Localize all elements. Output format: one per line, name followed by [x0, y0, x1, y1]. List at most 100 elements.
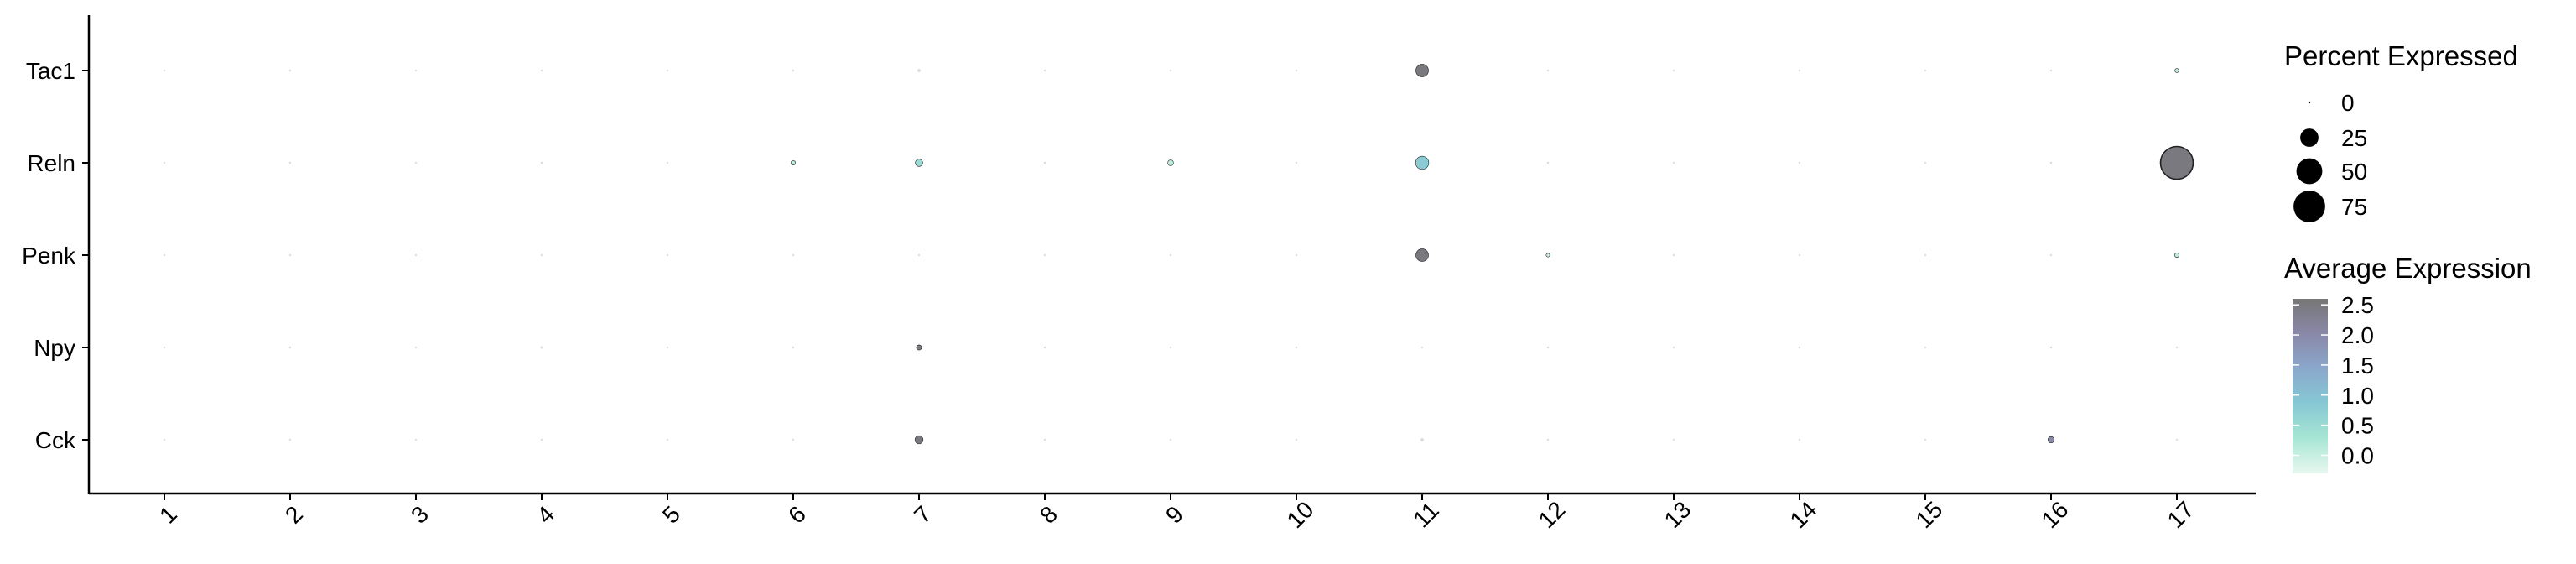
color-legend-bar — [2293, 299, 2328, 473]
y-tick-label: Penk — [22, 243, 76, 269]
size-legend-label: 75 — [2341, 194, 2367, 220]
dot-Tac1-9 — [1169, 69, 1172, 72]
dot-Cck-14 — [1798, 438, 1801, 441]
y-axis: Tac1 Reln Penk Npy Cck — [22, 15, 91, 494]
dot-Penk-10 — [1295, 253, 1298, 257]
dot-Cck-4 — [540, 438, 543, 441]
dot-Npy-7 — [916, 344, 922, 351]
dot-Penk-15 — [1924, 253, 1927, 257]
dot-Penk-16 — [2049, 253, 2053, 257]
dot-Reln-8 — [1043, 161, 1046, 164]
size-legend-dot — [2296, 158, 2323, 185]
x-tick-label: 10 — [1282, 496, 1319, 533]
x-tick-label: 2 — [280, 501, 308, 529]
y-tick-label: Npy — [34, 335, 75, 361]
size-legend-label: 0 — [2341, 90, 2355, 116]
dot-Reln-7 — [915, 159, 923, 167]
dot-Reln-12 — [1546, 161, 1550, 164]
color-legend-label: 2.0 — [2341, 322, 2374, 348]
dot-Penk-3 — [414, 253, 418, 257]
dot-Tac1-1 — [163, 69, 166, 72]
dot-Reln-16 — [2049, 161, 2053, 164]
x-tick-label: 5 — [657, 501, 685, 529]
plot-area — [163, 64, 2194, 445]
dot-Penk-4 — [540, 253, 543, 257]
x-tick-label: 12 — [1534, 496, 1571, 533]
dot-Tac1-14 — [1798, 69, 1801, 72]
dot-Cck-7 — [914, 435, 924, 445]
color-legend-label: 0.5 — [2341, 413, 2374, 439]
dot-Cck-16 — [2047, 436, 2055, 444]
dot-Cck-10 — [1295, 438, 1298, 441]
dot-Penk-1 — [163, 253, 166, 257]
dot-Cck-17 — [2175, 438, 2179, 441]
dot-Penk-17 — [2174, 253, 2179, 258]
percent-expressed-title: Percent Expressed — [2284, 40, 2518, 71]
dot-Penk-11 — [1415, 248, 1429, 262]
y-tick-label: Cck — [35, 427, 76, 453]
color-legend-label: 2.5 — [2341, 292, 2374, 318]
dot-Cck-13 — [1672, 438, 1675, 441]
average-expression-legend: Average Expression 2.5 2.0 1.5 1.0 0.5 0.0 — [2284, 253, 2532, 473]
y-tick-label: Reln — [27, 150, 75, 176]
dot-Tac1-2 — [288, 69, 292, 72]
dot-Tac1-8 — [1043, 69, 1046, 72]
dot-Penk-6 — [792, 253, 795, 257]
dot-Reln-10 — [1295, 161, 1298, 164]
dot-Tac1-4 — [540, 69, 543, 72]
size-legend-dot — [2293, 191, 2325, 222]
x-tick-label: 15 — [1911, 496, 1948, 533]
color-legend-label: 1.0 — [2341, 383, 2374, 409]
x-tick-label: 9 — [1161, 501, 1188, 529]
size-legend-dot — [2300, 128, 2319, 147]
dot-Npy-17 — [2175, 346, 2179, 349]
dot-Reln-11 — [1415, 155, 1430, 170]
dot-Tac1-12 — [1546, 69, 1550, 72]
dot-Npy-2 — [288, 346, 292, 349]
dot-Npy-1 — [163, 346, 166, 349]
dot-Reln-1 — [163, 161, 166, 164]
dot-Npy-16 — [2049, 346, 2053, 349]
size-legend-label: 50 — [2341, 159, 2367, 185]
dot-Cck-2 — [288, 438, 292, 441]
dot-Reln-6 — [791, 160, 796, 165]
x-tick-label: 6 — [783, 501, 811, 529]
color-legend-label: 1.5 — [2341, 352, 2374, 379]
size-legend-dot — [2308, 101, 2311, 104]
percent-expressed-legend: Percent Expressed 0 25 50 75 — [2284, 40, 2518, 222]
dot-Cck-8 — [1043, 438, 1046, 441]
dot-Npy-15 — [1924, 346, 1927, 349]
color-legend-label: 0.0 — [2341, 442, 2374, 468]
x-tick-label: 4 — [532, 501, 559, 529]
dot-Cck-9 — [1169, 438, 1172, 441]
dot-Penk-8 — [1043, 253, 1046, 257]
dot-Npy-11 — [1420, 346, 1424, 349]
dot-Npy-13 — [1672, 346, 1675, 349]
x-tick-label: 14 — [1785, 496, 1822, 533]
dot-Reln-2 — [288, 161, 292, 164]
dot-Cck-6 — [792, 438, 795, 441]
dot-Cck-1 — [163, 438, 166, 441]
dot-Npy-3 — [414, 346, 418, 349]
dot-Penk-13 — [1672, 253, 1675, 257]
x-tick-label: 1 — [154, 501, 182, 529]
dot-Tac1-3 — [414, 69, 418, 72]
dot-Reln-4 — [540, 161, 543, 164]
dot-Tac1-6 — [792, 69, 795, 72]
dot-Penk-2 — [288, 253, 292, 257]
dot-Reln-14 — [1798, 161, 1801, 164]
dot-Tac1-13 — [1672, 69, 1675, 72]
x-tick-label: 3 — [406, 501, 434, 529]
x-tick-label: 17 — [2163, 496, 2199, 533]
dot-Npy-10 — [1295, 346, 1298, 349]
dot-Npy-6 — [792, 346, 795, 349]
size-legend-label: 25 — [2341, 125, 2367, 151]
dot-Tac1-17 — [2174, 68, 2179, 73]
dot-Tac1-5 — [666, 69, 669, 72]
average-expression-title: Average Expression — [2284, 253, 2532, 284]
x-tick-label: 8 — [1035, 501, 1062, 529]
dot-Reln-13 — [1672, 161, 1675, 164]
x-tick-label: 11 — [1408, 497, 1443, 532]
dot-Penk-14 — [1798, 253, 1801, 257]
